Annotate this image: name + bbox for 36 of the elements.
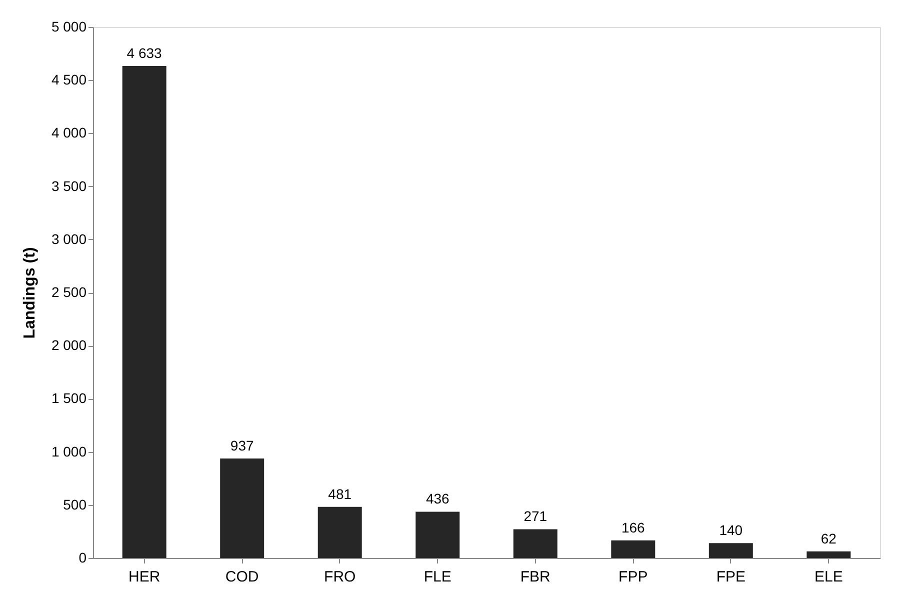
bar xyxy=(122,66,166,558)
bar xyxy=(611,540,656,558)
y-tick-label: 1 000 xyxy=(51,443,87,460)
x-tick-label: FLE xyxy=(424,568,452,586)
data-label: 481 xyxy=(328,486,352,502)
x-tick-label: ELE xyxy=(814,568,843,586)
bar xyxy=(318,506,362,558)
x-tick-label: FPE xyxy=(716,568,746,586)
bar xyxy=(806,551,851,558)
data-label: 436 xyxy=(426,490,450,507)
x-tick-label: FBR xyxy=(520,568,551,586)
data-label: 4 633 xyxy=(126,44,162,61)
data-label: 140 xyxy=(719,522,743,538)
x-tick-label: FPP xyxy=(618,568,648,586)
bar xyxy=(513,529,558,558)
y-tick-label: 2 500 xyxy=(51,284,87,300)
x-tick-label: FRO xyxy=(324,568,356,586)
data-label: 166 xyxy=(621,519,646,536)
y-axis-title: Landings (t) xyxy=(21,247,38,339)
bar xyxy=(708,543,753,558)
y-tick-label: 3 000 xyxy=(51,230,87,247)
y-tick-label: 5 000 xyxy=(51,18,87,34)
data-label: 271 xyxy=(524,508,548,524)
x-tick-label: COD xyxy=(225,568,259,586)
y-tick-label: 4 000 xyxy=(51,124,87,141)
y-tick-label: 3 500 xyxy=(51,178,87,194)
data-label: 937 xyxy=(230,437,254,454)
y-tick-label: 2 000 xyxy=(51,337,87,354)
y-tick-label: 1 500 xyxy=(51,390,87,406)
x-tick-label: HER xyxy=(128,568,160,586)
y-tick-label: 4 500 xyxy=(51,72,87,88)
y-tick-label: 500 xyxy=(63,496,87,512)
bar xyxy=(416,512,460,558)
y-tick-label: 0 xyxy=(78,550,87,566)
bar xyxy=(220,458,264,558)
data-label: 62 xyxy=(820,530,837,546)
